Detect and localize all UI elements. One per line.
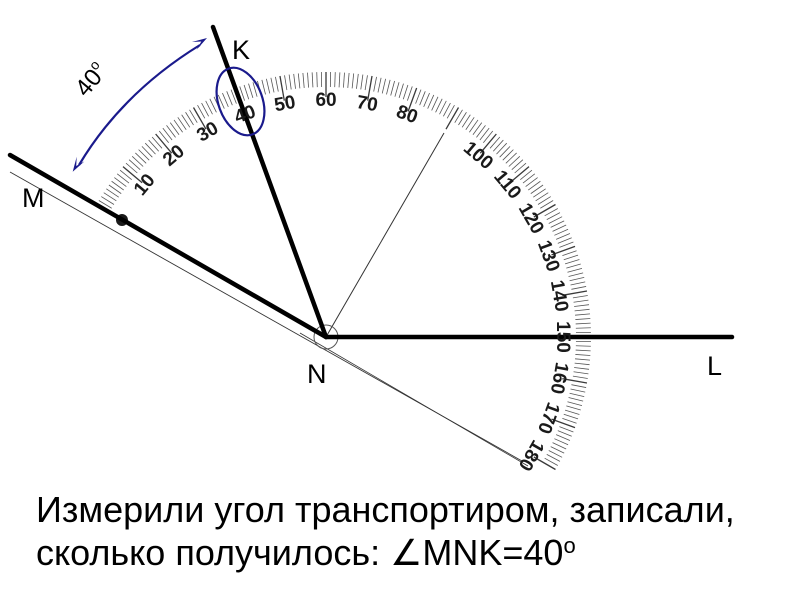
svg-text:80: 80 (393, 101, 420, 128)
svg-text:M: M (22, 183, 45, 213)
svg-text:180: 180 (514, 436, 548, 474)
svg-text:100: 100 (459, 138, 497, 174)
svg-text:60: 60 (315, 90, 336, 111)
svg-text:160: 160 (546, 361, 572, 396)
svg-text:70: 70 (355, 92, 379, 116)
svg-text:10: 10 (130, 170, 160, 200)
svg-text:L: L (707, 351, 722, 381)
svg-text:140: 140 (546, 279, 572, 314)
svg-text:120: 120 (514, 200, 548, 238)
svg-text:сколько получилось: ∠MNK=40o: сколько получилось: ∠MNK=40o (36, 532, 576, 573)
svg-text:Измерили угол транспортиром, з: Измерили угол транспортиром, записали, (36, 489, 735, 530)
svg-text:20: 20 (159, 141, 189, 171)
svg-text:110: 110 (489, 166, 525, 203)
svg-text:50: 50 (273, 92, 297, 116)
svg-text:150: 150 (552, 321, 573, 353)
svg-text:K: K (232, 35, 250, 65)
svg-text:40o: 40o (68, 57, 113, 102)
svg-text:N: N (307, 359, 327, 389)
svg-text:30: 30 (193, 118, 222, 147)
svg-text:40: 40 (232, 101, 259, 128)
